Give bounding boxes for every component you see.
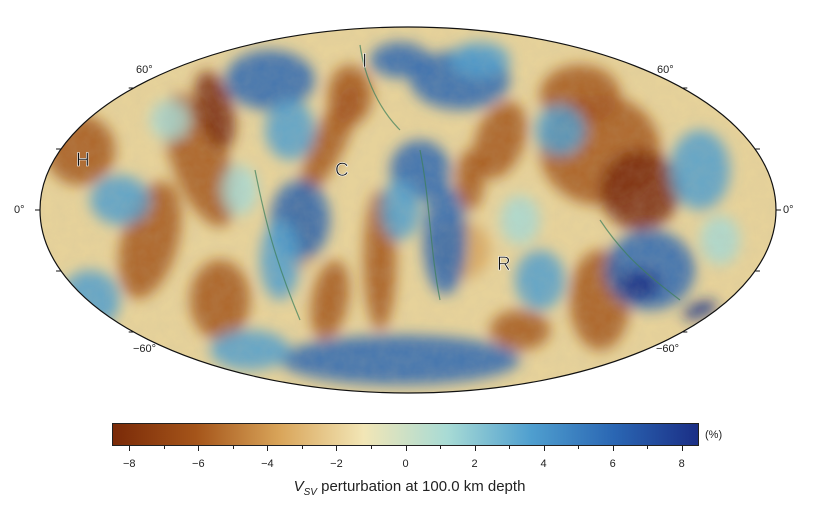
region-label-h: H xyxy=(76,150,90,171)
lat-label-60s-left: −60° xyxy=(133,343,156,355)
colorbar-tick-label: 8 xyxy=(678,458,685,470)
colorbar-major-tick xyxy=(267,446,269,451)
colorbar-minor-tick xyxy=(440,446,442,449)
plate-boundary-line xyxy=(599,219,681,301)
colorbar-major-tick xyxy=(612,446,614,451)
colorbar xyxy=(112,423,699,446)
colorbar-tick-label: −6 xyxy=(192,458,205,470)
lat-label-equator-left: 0° xyxy=(14,204,25,216)
tomography-map: 60° 60° 0° 0° −60° −60° H I C R xyxy=(14,26,794,394)
plate-boundary-line xyxy=(254,169,301,321)
colorbar-minor-tick xyxy=(232,446,234,449)
colorbar-title-sub: SV xyxy=(303,487,317,498)
colorbar-axis: −8 −6 −4 −2 0 2 4 6 8 xyxy=(112,446,699,476)
colorbar-unit: (%) xyxy=(705,429,723,441)
lat-label-60n-right: 60° xyxy=(657,64,674,76)
colorbar-tick-label: −2 xyxy=(330,458,343,470)
lat-label-60s-right: −60° xyxy=(656,343,679,355)
colorbar-tick-label: 4 xyxy=(540,458,547,470)
colorbar-major-tick xyxy=(198,446,200,451)
region-label-c: C xyxy=(335,160,349,181)
region-label-i: I xyxy=(362,51,367,72)
colorbar-minor-tick xyxy=(647,446,649,449)
colorbar-major-tick xyxy=(336,446,338,451)
colorbar-tick-label: 0 xyxy=(402,458,409,470)
colorbar-minor-tick xyxy=(163,446,165,449)
lat-label-equator-right: 0° xyxy=(783,204,794,216)
region-label-r: R xyxy=(497,254,511,275)
colorbar-title-rest: perturbation at 100.0 km depth xyxy=(316,478,526,495)
colorbar-tick-label: −4 xyxy=(261,458,274,470)
colorbar-minor-tick xyxy=(370,446,372,449)
colorbar-major-tick xyxy=(474,446,476,451)
colorbar-major-tick xyxy=(681,446,683,451)
colorbar-tick-label: −8 xyxy=(122,458,136,470)
colorbar-tick-label: 6 xyxy=(609,458,616,470)
plate-boundary-line xyxy=(419,149,441,301)
colorbar-major-tick xyxy=(405,446,407,451)
colorbar-minor-tick xyxy=(301,446,303,449)
colorbar-tick-label: 2 xyxy=(471,458,478,470)
colorbar-minor-tick xyxy=(509,446,511,449)
velocity-field xyxy=(40,27,776,393)
lat-label-60n-left: 60° xyxy=(136,64,153,76)
colorbar-major-tick xyxy=(543,446,545,451)
colorbar-major-tick xyxy=(129,446,131,451)
colorbar-title: VSV perturbation at 100.0 km depth xyxy=(0,478,819,498)
colorbar-title-v: V xyxy=(293,478,304,495)
colorbar-minor-tick xyxy=(578,446,580,449)
plate-boundary-line xyxy=(359,44,401,131)
